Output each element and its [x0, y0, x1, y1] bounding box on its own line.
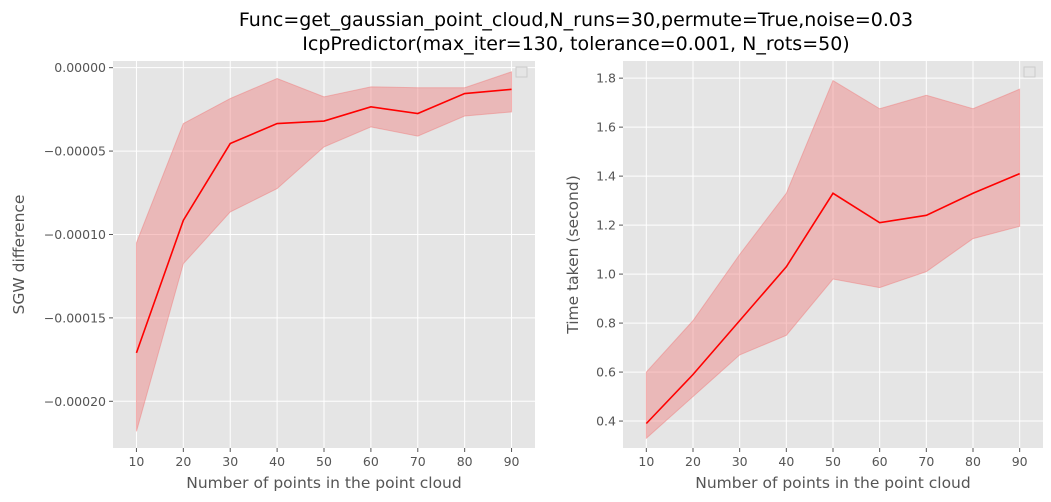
y-axis-label: SGW difference [10, 195, 28, 315]
x-axis-label: Number of points in the point cloud [695, 474, 970, 492]
y-tick-label: 0.4 [596, 414, 616, 429]
legend-box [1023, 66, 1036, 78]
x-tick-label: 20 [175, 454, 191, 469]
y-tick-label: 1.0 [596, 267, 616, 282]
y-tick-label: 1.8 [596, 71, 616, 86]
y-tick-label: −0.00015 [44, 310, 106, 325]
confidence-band [645, 79, 1021, 440]
confidence-band [135, 71, 513, 432]
x-tick-label: 60 [872, 454, 888, 469]
x-tick-label: 90 [1012, 454, 1028, 469]
chart-sgw-difference: 10 20 30 40 50 60 70 80 90 −0.00020 −0.00015 −0.000… [10, 60, 535, 492]
x-tick-label: 80 [457, 454, 473, 469]
y-tick-label: −0.00005 [44, 144, 106, 159]
figure-title-line2: IcpPredictor(max_iter=130, tolerance=0.0… [302, 33, 849, 55]
x-tick-label: 70 [918, 454, 934, 469]
x-axis-label: Number of points in the point cloud [186, 474, 461, 492]
legend-box [515, 66, 528, 78]
y-tick-label: 0.00000 [54, 60, 106, 75]
x-tick-label: 60 [363, 454, 379, 469]
y-tick-label: 1.2 [596, 218, 616, 233]
x-tick-label: 30 [222, 454, 238, 469]
figure-title-line1: Func=get_gaussian_point_cloud,N_runs=30,… [239, 9, 913, 31]
x-tick-label: 30 [732, 454, 748, 469]
x-tick-label: 10 [128, 454, 144, 469]
y-tick-label: 1.4 [596, 169, 616, 184]
y-tick-label: −0.00020 [44, 394, 106, 409]
x-tick-label: 70 [410, 454, 426, 469]
x-tick-label: 80 [965, 454, 981, 469]
chart-time-taken: 10 20 30 40 50 60 70 80 90 0.4 0.6 0.8 1.0 1.2 1.4 1.6 1… [564, 61, 1043, 492]
series-line [135, 88, 512, 354]
x-tick-label: 50 [316, 454, 332, 469]
x-tick-label: 10 [638, 454, 654, 469]
y-tick-label: 0.6 [596, 365, 616, 380]
x-tick-label: 50 [825, 454, 841, 469]
x-tick-label: 20 [685, 454, 701, 469]
y-tick-label: 0.8 [596, 316, 616, 331]
y-tick-label: 1.6 [596, 120, 616, 135]
x-tick-label: 90 [504, 454, 520, 469]
y-tick-label: −0.00010 [44, 227, 106, 242]
x-tick-label: 40 [269, 454, 285, 469]
x-tick-label: 40 [778, 454, 794, 469]
y-axis-label: Time taken (second) [564, 175, 582, 335]
series-line [645, 172, 1020, 425]
